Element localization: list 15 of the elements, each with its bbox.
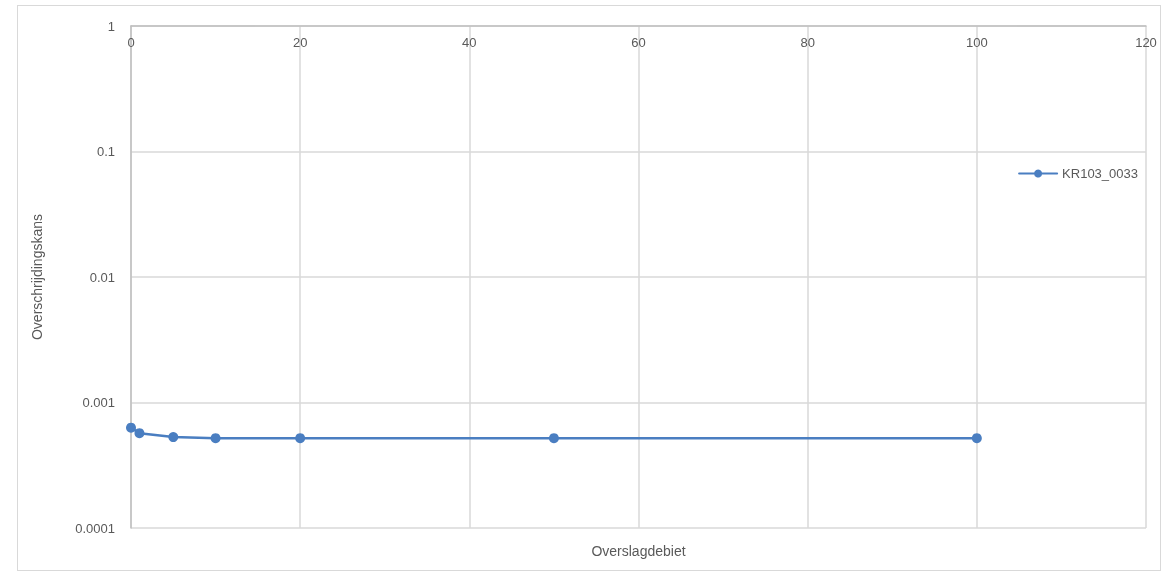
legend-label: KR103_0033 [1062,166,1139,181]
x-tick-label: 120 [1135,35,1157,50]
y-tick-label: 0.01 [89,269,115,285]
y-tick-label: 1 [107,18,115,34]
x-axis-title: Overslagdebiet [591,543,686,559]
x-tick-label: 80 [800,35,815,50]
x-tick-label: 40 [462,35,477,50]
y-axis-title: Overschrijdingskans [29,213,45,341]
y-tick-label: 0.0001 [75,520,115,536]
x-tick-label: 20 [292,35,308,50]
y-tick-label: 0.1 [96,144,115,159]
x-tick-label: 60 [631,35,646,50]
x-tick-label: 100 [965,35,988,50]
x-tick-label: 0 [127,35,135,50]
y-tick-label: 0.001 [82,395,115,410]
